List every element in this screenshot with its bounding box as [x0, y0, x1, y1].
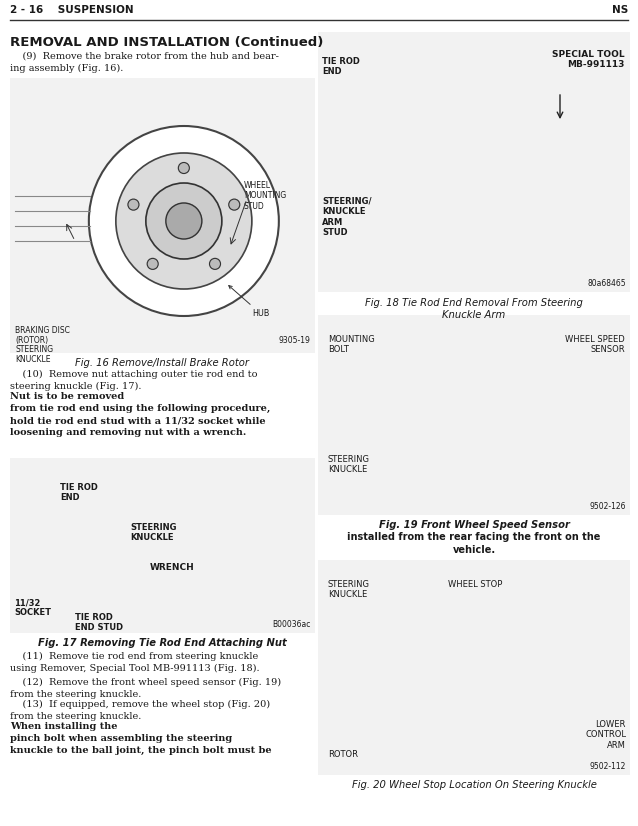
Text: NS: NS: [612, 5, 628, 15]
Text: (11)  Remove tie rod end from steering knuckle
using Remover, Special Tool MB-99: (11) Remove tie rod end from steering kn…: [10, 652, 260, 673]
Bar: [318, 560, 630, 775]
Bar: [10, 78, 315, 353]
Text: WHEEL SPEED
SENSOR: WHEEL SPEED SENSOR: [565, 335, 625, 354]
Text: SPECIAL TOOL
MB-991113: SPECIAL TOOL MB-991113: [553, 50, 625, 69]
Text: WRENCH: WRENCH: [150, 563, 195, 572]
Text: MOUNTING
BOLT: MOUNTING BOLT: [328, 335, 375, 354]
Text: TIE ROD
END: TIE ROD END: [322, 57, 360, 76]
Bar: [10, 458, 315, 633]
Text: 9305-19: 9305-19: [278, 336, 310, 345]
Text: REMOVAL AND INSTALLATION (Continued): REMOVAL AND INSTALLATION (Continued): [10, 36, 323, 49]
Text: 9502-126: 9502-126: [590, 502, 626, 511]
Text: HUB: HUB: [229, 286, 269, 318]
Text: LOWER
CONTROL
ARM: LOWER CONTROL ARM: [585, 720, 626, 750]
Text: (13)  If equipped, remove the wheel stop (Fig. 20)
from the steering knuckle.: (13) If equipped, remove the wheel stop …: [10, 700, 270, 721]
Text: STEERING
KNUCKLE: STEERING KNUCKLE: [328, 455, 370, 474]
Text: Fig. 16 Remove/Install Brake Rotor: Fig. 16 Remove/Install Brake Rotor: [75, 358, 249, 368]
Text: 80a68465: 80a68465: [588, 279, 626, 288]
Circle shape: [229, 199, 240, 210]
Circle shape: [89, 126, 279, 316]
Circle shape: [209, 259, 221, 269]
Text: STEERING
KNUCKLE: STEERING KNUCKLE: [15, 345, 53, 364]
Text: B00036ac: B00036ac: [272, 620, 311, 629]
Text: STEERING/
KNUCKLE
ARM
STUD: STEERING/ KNUCKLE ARM STUD: [322, 197, 371, 237]
Text: ROTOR: ROTOR: [328, 750, 358, 759]
Bar: [318, 32, 630, 292]
Text: Fig. 19 Front Wheel Speed Sensor: Fig. 19 Front Wheel Speed Sensor: [378, 520, 570, 530]
Text: TIE ROD
END STUD: TIE ROD END STUD: [75, 613, 123, 633]
Circle shape: [166, 203, 202, 239]
Text: Fig. 18 Tie Rod End Removal From Steering
Knuckle Arm: Fig. 18 Tie Rod End Removal From Steerin…: [365, 298, 583, 320]
Text: Fig. 17 Removing Tie Rod End Attaching Nut: Fig. 17 Removing Tie Rod End Attaching N…: [38, 638, 286, 648]
Circle shape: [147, 259, 158, 269]
Circle shape: [146, 183, 222, 259]
Text: Nut is to be removed
from tie rod end using the following procedure,
hold tie ro: Nut is to be removed from tie rod end us…: [10, 392, 271, 438]
Text: WHEEL
MOUNTING
STUD: WHEEL MOUNTING STUD: [244, 181, 286, 211]
Text: Fig. 20 Wheel Stop Location On Steering Knuckle: Fig. 20 Wheel Stop Location On Steering …: [352, 780, 597, 790]
Text: STEERING
KNUCKLE: STEERING KNUCKLE: [130, 523, 177, 543]
Circle shape: [128, 199, 139, 210]
Circle shape: [116, 153, 252, 289]
Text: STEERING
KNUCKLE: STEERING KNUCKLE: [328, 580, 370, 600]
Text: (12)  Remove the front wheel speed sensor (Fig. 19)
from the steering knuckle.: (12) Remove the front wheel speed sensor…: [10, 678, 281, 700]
Text: installed from the rear facing the front on the
vehicle.: installed from the rear facing the front…: [347, 532, 601, 555]
Text: 2 - 16    SUSPENSION: 2 - 16 SUSPENSION: [10, 5, 133, 15]
Text: 9502-112: 9502-112: [590, 762, 626, 771]
Bar: [318, 315, 630, 515]
Text: 11/32
SOCKET: 11/32 SOCKET: [14, 598, 51, 617]
Text: BRAKING DISC
(ROTOR): BRAKING DISC (ROTOR): [15, 325, 70, 345]
Text: TIE ROD
END: TIE ROD END: [60, 483, 98, 502]
Text: When installing the
pinch bolt when assembling the steering
knuckle to the ball : When installing the pinch bolt when asse…: [10, 722, 272, 755]
Text: (10)  Remove nut attaching outer tie rod end to
steering knuckle (Fig. 17).: (10) Remove nut attaching outer tie rod …: [10, 370, 258, 392]
Circle shape: [179, 163, 189, 173]
Text: WHEEL STOP: WHEEL STOP: [448, 580, 502, 589]
Text: (9)  Remove the brake rotor from the hub and bear-
ing assembly (Fig. 16).: (9) Remove the brake rotor from the hub …: [10, 52, 279, 74]
